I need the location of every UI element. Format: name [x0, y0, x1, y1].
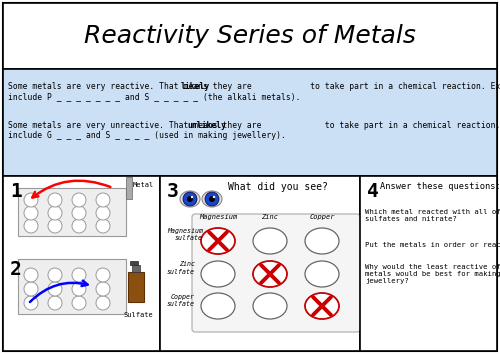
Ellipse shape — [253, 228, 287, 254]
Bar — [160, 176, 360, 351]
Ellipse shape — [305, 293, 339, 319]
Circle shape — [96, 296, 110, 310]
Circle shape — [205, 192, 219, 206]
Circle shape — [191, 196, 193, 198]
Text: Magnesium
sulfate: Magnesium sulfate — [167, 228, 203, 241]
Ellipse shape — [180, 191, 200, 207]
Circle shape — [96, 219, 110, 233]
Circle shape — [24, 268, 38, 282]
Circle shape — [48, 268, 62, 282]
Circle shape — [48, 206, 62, 220]
Ellipse shape — [305, 228, 339, 254]
Circle shape — [96, 193, 110, 207]
Circle shape — [24, 296, 38, 310]
Ellipse shape — [201, 293, 235, 319]
Text: Some metals are very unreactive. That means they are             to take part in: Some metals are very unreactive. That me… — [8, 121, 500, 141]
Text: Copper
sulfate: Copper sulfate — [167, 293, 195, 307]
Bar — [126, 177, 132, 199]
Text: Copper: Copper — [309, 214, 335, 220]
Ellipse shape — [305, 261, 339, 287]
Bar — [3, 3, 497, 69]
Text: Which metal reacted with all of the
sulfates and nitrate?: Which metal reacted with all of the sulf… — [365, 209, 500, 222]
Ellipse shape — [201, 261, 235, 287]
FancyBboxPatch shape — [192, 214, 360, 332]
Circle shape — [72, 296, 86, 310]
Text: 2: 2 — [10, 260, 22, 279]
Ellipse shape — [201, 228, 235, 254]
Text: likely: likely — [180, 82, 210, 91]
Text: 3: 3 — [167, 182, 179, 201]
Text: Metal: Metal — [133, 182, 154, 188]
Circle shape — [24, 193, 38, 207]
Bar — [128, 272, 144, 302]
Text: Zinc
sulfate: Zinc sulfate — [167, 262, 195, 274]
Bar — [132, 265, 140, 272]
Circle shape — [72, 282, 86, 296]
Text: Answer these questions:: Answer these questions: — [380, 182, 500, 191]
Bar — [3, 69, 497, 176]
Text: Magnesium: Magnesium — [199, 214, 237, 220]
Circle shape — [24, 219, 38, 233]
Circle shape — [209, 196, 215, 202]
Bar — [3, 176, 160, 351]
Circle shape — [48, 193, 62, 207]
Text: What did you see?: What did you see? — [228, 182, 328, 192]
Circle shape — [48, 296, 62, 310]
Circle shape — [96, 206, 110, 220]
Text: Zinc: Zinc — [262, 214, 278, 220]
Bar — [18, 259, 126, 314]
Circle shape — [187, 196, 193, 202]
Text: Sulfate: Sulfate — [124, 312, 154, 318]
Text: unlikely: unlikely — [187, 121, 226, 130]
Circle shape — [48, 219, 62, 233]
Circle shape — [24, 206, 38, 220]
Circle shape — [48, 282, 62, 296]
Ellipse shape — [253, 293, 287, 319]
Circle shape — [72, 193, 86, 207]
Circle shape — [72, 206, 86, 220]
Circle shape — [213, 196, 215, 198]
Bar — [130, 261, 138, 265]
Circle shape — [183, 192, 197, 206]
Circle shape — [72, 268, 86, 282]
Circle shape — [72, 219, 86, 233]
Text: 4: 4 — [367, 182, 379, 201]
Text: Why would the least reactive of these
metals would be best for making
jewellery?: Why would the least reactive of these me… — [365, 264, 500, 284]
Circle shape — [24, 282, 38, 296]
Ellipse shape — [202, 191, 222, 207]
Circle shape — [96, 282, 110, 296]
Circle shape — [96, 268, 110, 282]
Bar — [18, 188, 126, 236]
Text: Reactivity Series of Metals: Reactivity Series of Metals — [84, 24, 416, 48]
Text: Some metals are very reactive. That means they are            to take part in a : Some metals are very reactive. That mean… — [8, 82, 500, 101]
Ellipse shape — [253, 261, 287, 287]
Text: Put the metals in order or reactivity.: Put the metals in order or reactivity. — [365, 242, 500, 248]
Text: 1: 1 — [10, 182, 22, 201]
Bar — [360, 176, 497, 351]
